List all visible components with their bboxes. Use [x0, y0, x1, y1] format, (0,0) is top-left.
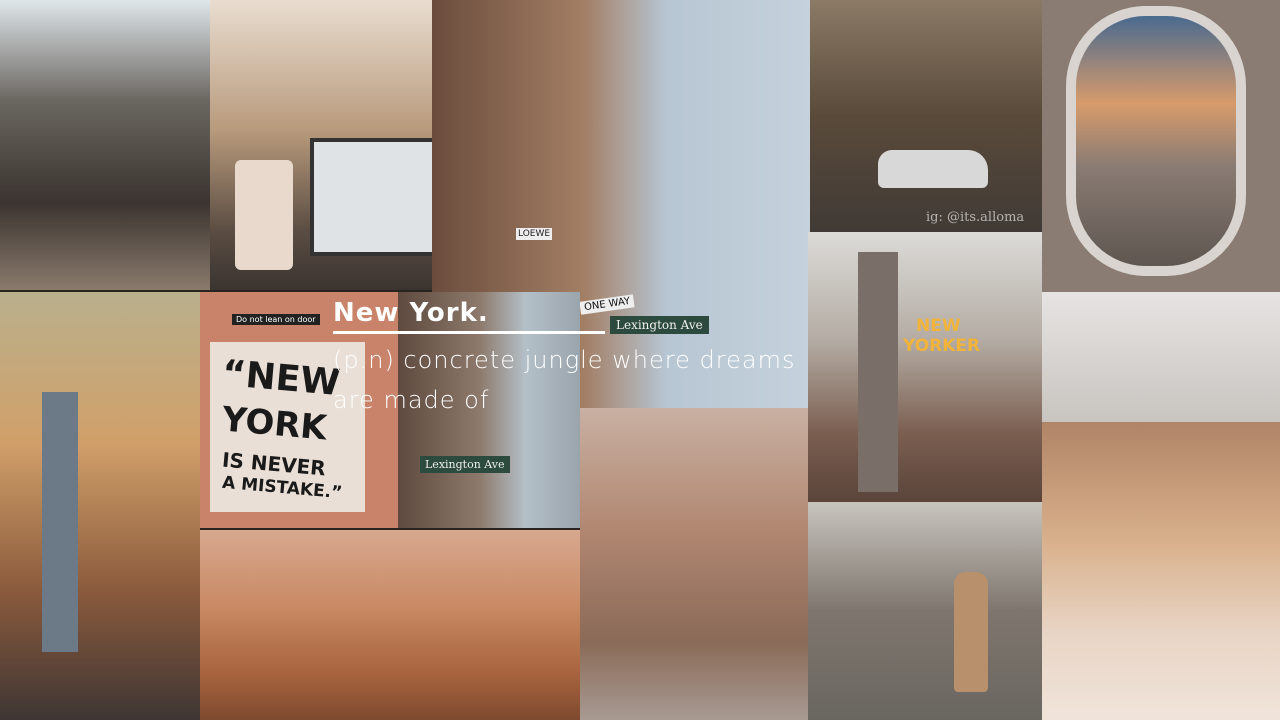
photo-street [0, 0, 210, 290]
street-sign: Lexington Ave [610, 316, 709, 334]
photo-white-building [1042, 292, 1280, 422]
title-underline [333, 331, 605, 334]
photo-bedroom [1042, 422, 1280, 720]
person [954, 572, 988, 692]
taxi [878, 150, 988, 188]
photo-new-yorker: NEW YORKER [808, 232, 1042, 502]
poster [210, 342, 365, 512]
definition: (p.n) concrete jungle where dreams [333, 346, 796, 374]
photo-poster: Do not lean on door “NEW YORK IS NEVER A… [200, 292, 398, 528]
laptop-screen [310, 138, 432, 256]
cup [235, 160, 293, 270]
street-sign: Lexington Ave [420, 456, 510, 473]
window [1066, 6, 1246, 276]
photo-plane-window [1042, 0, 1280, 292]
definition: are made of [333, 386, 490, 414]
building [858, 252, 898, 492]
title: New York. [333, 298, 489, 328]
hotel-sign: YORKER [903, 336, 981, 356]
shop-sign: LOEWE [516, 228, 553, 240]
photo-sunset-skyline [0, 292, 200, 720]
photo-crosswalk [808, 502, 1042, 720]
watermark: ig: @its.alloma [926, 210, 1025, 225]
text-overlay: New York. (p.n) concrete jungle where dr… [333, 298, 795, 414]
door-sign: Do not lean on door [232, 314, 320, 325]
photo-skyline [200, 530, 580, 720]
photo-avenue [580, 408, 808, 720]
tower [42, 392, 78, 652]
photo-cafe [210, 0, 432, 290]
photo-taxi: ig: @its.alloma [810, 0, 1042, 232]
hotel-sign: NEW [916, 316, 961, 336]
